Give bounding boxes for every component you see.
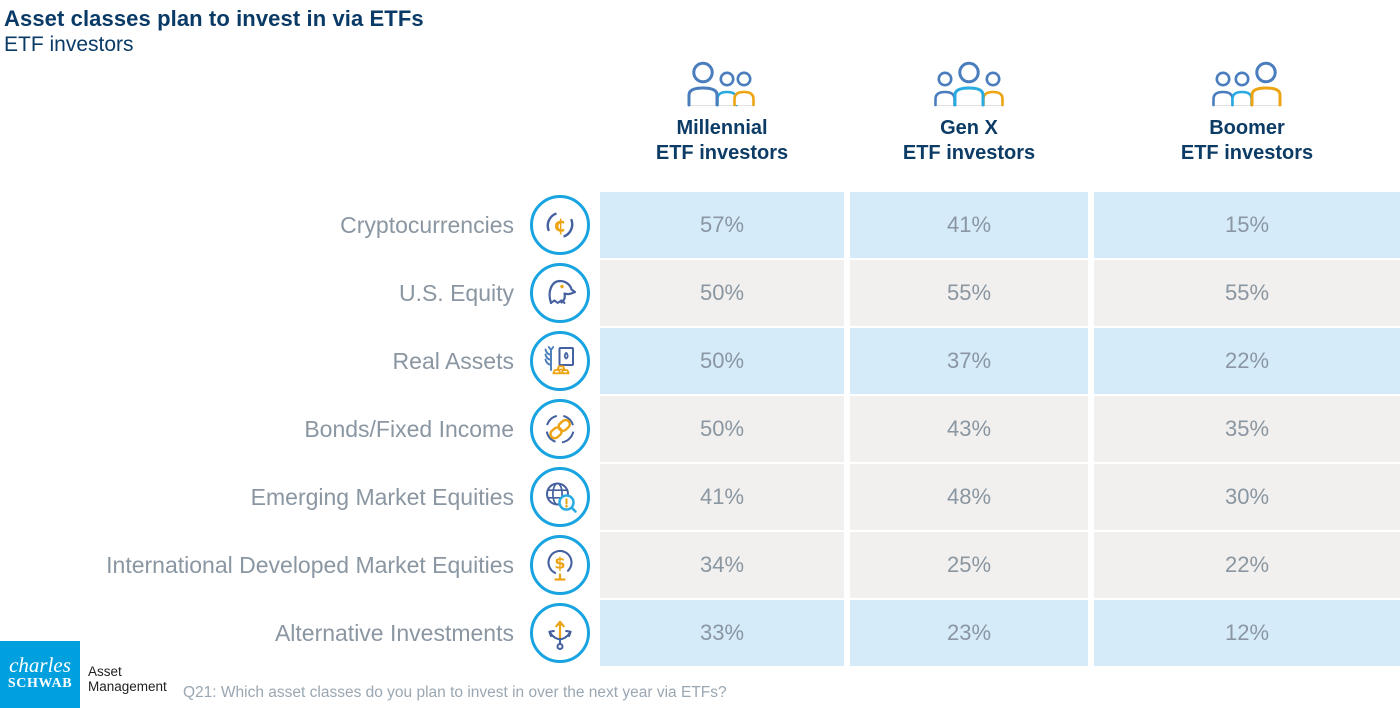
logo-schwab-text: SCHWAB xyxy=(7,676,73,691)
column-name-suffix: ETF investors xyxy=(1180,142,1314,164)
table-cell: 43% xyxy=(850,396,1088,462)
row-label-3: Bonds/Fixed Income xyxy=(304,416,514,442)
row-label-2: Real Assets xyxy=(392,348,514,374)
table-cell: 48% xyxy=(850,464,1088,530)
row-label-4: Emerging Market Equities xyxy=(250,484,514,510)
bonds-fixed-income-icon xyxy=(530,399,590,459)
boomer-investors-icon xyxy=(1094,58,1400,110)
column-header-gen-x: Gen X ETF investors xyxy=(850,58,1088,166)
charles-schwab-logo: charles SCHWAB xyxy=(0,641,80,708)
table-cell: 25% xyxy=(850,532,1088,598)
table-cell: 15% xyxy=(1094,192,1400,258)
column-name: Gen X xyxy=(940,117,998,139)
asset-management-line2: Management xyxy=(88,679,167,694)
column-name-suffix: ETF investors xyxy=(902,142,1036,164)
logo-charles-text: charles xyxy=(9,653,71,677)
table-cell: 50% xyxy=(600,328,844,394)
svg-text:¢: ¢ xyxy=(553,215,566,237)
table-cell: 57% xyxy=(600,192,844,258)
table-cell: 50% xyxy=(600,260,844,326)
real-assets-icon xyxy=(530,331,590,391)
table-cell: 55% xyxy=(1094,260,1400,326)
genx-investors-icon xyxy=(850,58,1088,110)
table-cell: 41% xyxy=(850,192,1088,258)
survey-question-footnote: Q21: Which asset classes do you plan to … xyxy=(183,684,727,701)
table-cell: 22% xyxy=(1094,328,1400,394)
alternative-investments-icon xyxy=(530,603,590,663)
column-header-label: Millennial ETF investors xyxy=(600,116,844,166)
column-header-label: Boomer ETF investors xyxy=(1094,116,1400,166)
svg-text:$: $ xyxy=(554,554,565,573)
table-cell: 12% xyxy=(1094,600,1400,666)
emerging-market-equities-icon xyxy=(530,467,590,527)
row-label-5: International Developed Market Equities xyxy=(106,552,514,578)
column-header-boomer: Boomer ETF investors xyxy=(1094,58,1400,166)
table-cell: 34% xyxy=(600,532,844,598)
asset-management-line1: Asset xyxy=(88,664,122,679)
row-label-6: Alternative Investments xyxy=(274,620,514,646)
page-subtitle: ETF investors xyxy=(4,33,134,56)
asset-management-label: Asset Management xyxy=(88,664,167,694)
column-name-suffix: ETF investors xyxy=(655,142,789,164)
page-title: Asset classes plan to invest in via ETFs xyxy=(4,6,424,31)
column-name: Boomer xyxy=(1209,117,1285,139)
column-name: Millennial xyxy=(676,117,768,139)
millennial-investors-icon xyxy=(600,58,844,110)
row-label-0: Cryptocurrencies xyxy=(340,212,514,238)
table-cell: 33% xyxy=(600,600,844,666)
cryptocurrencies-icon: ¢ xyxy=(530,195,590,255)
table-cell: 22% xyxy=(1094,532,1400,598)
table-cell: 35% xyxy=(1094,396,1400,462)
table-cell: 50% xyxy=(600,396,844,462)
row-label-1: U.S. Equity xyxy=(398,280,514,306)
column-header-label: Gen X ETF investors xyxy=(850,116,1088,166)
column-header-millennial: Millennial ETF investors xyxy=(600,58,844,166)
us-equity-eagle-icon xyxy=(530,263,590,323)
table-cell: 30% xyxy=(1094,464,1400,530)
table-cell: 37% xyxy=(850,328,1088,394)
table-cell: 23% xyxy=(850,600,1088,666)
table-cell: 55% xyxy=(850,260,1088,326)
table-cell: 41% xyxy=(600,464,844,530)
intl-developed-equities-icon: $ xyxy=(530,535,590,595)
